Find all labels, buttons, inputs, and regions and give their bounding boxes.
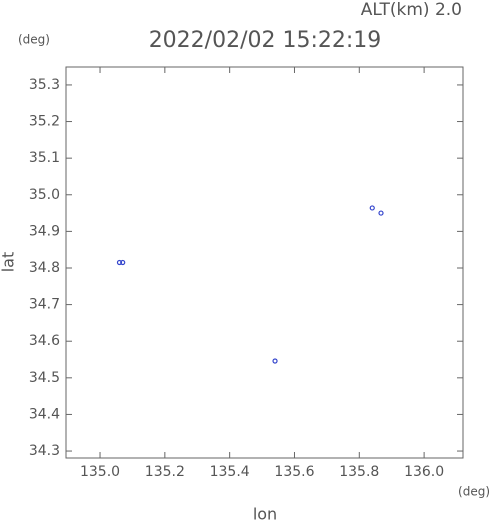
x-axis-label: lon — [253, 505, 277, 521]
y-tick-label: 34.6 — [29, 333, 60, 349]
point — [378, 210, 384, 216]
y-tick-label: 34.4 — [29, 406, 60, 422]
x-tick-label: 135.0 — [80, 464, 120, 480]
y-tick-label: 34.7 — [29, 297, 60, 313]
x-tick-label: 135.4 — [210, 464, 250, 480]
x-tick-label: 135.2 — [145, 464, 185, 480]
x-tick-label: 136.0 — [404, 464, 444, 480]
y-tick-label: 34.5 — [29, 370, 60, 386]
point — [369, 205, 375, 211]
y-tick-label: 34.9 — [29, 223, 60, 239]
y-tick-label: 35.1 — [29, 150, 60, 166]
point — [120, 259, 126, 266]
y-tick-label: 35.0 — [29, 187, 60, 203]
chart-title: 2022/02/02 15:22:19 — [149, 28, 382, 53]
x-tick-label: 135.8 — [339, 464, 379, 480]
y-axis-label: lat — [0, 252, 18, 273]
y-tick-label: 35.2 — [29, 114, 60, 130]
y-unit: (deg) — [18, 33, 50, 47]
altitude-label: ALT(km) 2.0 — [361, 0, 462, 20]
x-unit: (deg) — [458, 485, 490, 499]
point — [272, 358, 278, 364]
plot-frame — [65, 66, 464, 459]
y-tick-label: 35.3 — [29, 77, 60, 93]
x-tick-label: 135.6 — [274, 464, 314, 480]
point — [116, 259, 123, 266]
y-tick-label: 34.3 — [29, 443, 60, 459]
y-tick-label: 34.8 — [29, 260, 60, 276]
